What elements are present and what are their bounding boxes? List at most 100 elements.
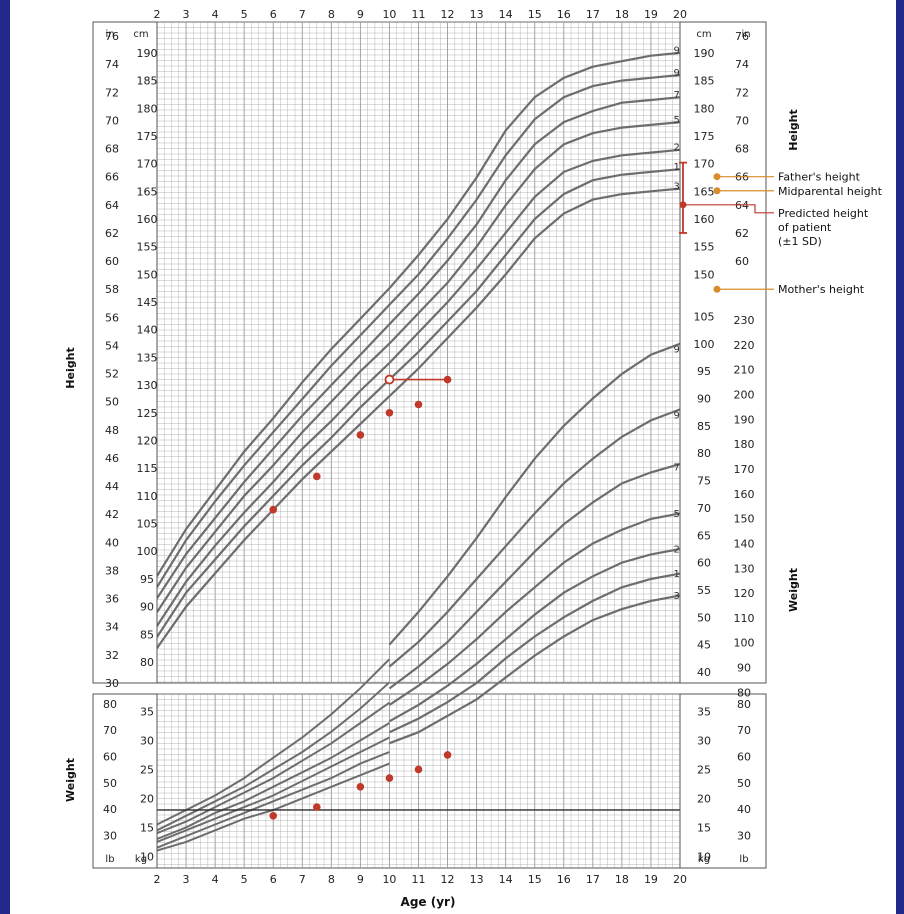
right-kg-low-tick-10: 10 (697, 850, 711, 863)
annotation-label-predicted: Predicted height (778, 207, 869, 220)
left-kg-tick-25: 25 (140, 763, 154, 776)
x-tick-bottom-3: 3 (183, 873, 190, 886)
weight-curve-25 (388, 547, 681, 723)
weight-curve-90 (388, 408, 681, 668)
right-cm-unit: cm (696, 29, 711, 40)
right-lb-low-tick-30: 30 (737, 829, 751, 842)
right-lb-tick-130: 130 (734, 562, 755, 575)
left-cm-tick-120: 120 (137, 434, 158, 447)
x-tick-bottom-7: 7 (299, 873, 306, 886)
left-weight-title: Weight (64, 758, 77, 802)
x-tick-bottom-20: 20 (673, 873, 687, 886)
left-in-tick-36: 36 (105, 593, 119, 606)
weight-point-3 (356, 783, 365, 791)
left-lb-tick-80: 80 (103, 698, 117, 711)
stature-curve-3 (156, 187, 681, 649)
right-lb-tick-90: 90 (737, 662, 751, 675)
right-in-tick-62: 62 (735, 227, 749, 240)
right-kg-tick-45: 45 (697, 639, 711, 652)
x-tick-top-15: 15 (528, 8, 542, 21)
x-tick-top-13: 13 (470, 8, 484, 21)
right-lb-low-tick-40: 40 (737, 803, 751, 816)
left-in-tick-40: 40 (105, 536, 119, 549)
right-in-tick-76: 76 (735, 30, 749, 43)
left-cm-tick-140: 140 (137, 324, 158, 337)
right-kg-low-tick-20: 20 (697, 792, 711, 805)
left-in-tick-76: 76 (105, 30, 119, 43)
weight-early-curve-50 (156, 722, 390, 840)
right-kg-tick-40: 40 (697, 666, 711, 679)
left-cm-tick-180: 180 (137, 102, 158, 115)
stature-curve-50 (156, 121, 681, 613)
left-in-tick-46: 46 (105, 452, 119, 465)
x-tick-bottom-15: 15 (528, 873, 542, 886)
right-lb-tick-120: 120 (734, 587, 755, 600)
right-lb-tick-170: 170 (734, 463, 755, 476)
x-tick-top-9: 9 (357, 8, 364, 21)
right-kg-tick-95: 95 (697, 365, 711, 378)
left-cm-tick-150: 150 (137, 268, 158, 281)
right-kg-tick-80: 80 (697, 447, 711, 460)
left-in-tick-30: 30 (105, 677, 119, 690)
right-in-unit: in (741, 29, 750, 40)
left-in-tick-66: 66 (105, 171, 119, 184)
x-tick-bottom-18: 18 (615, 873, 629, 886)
x-tick-top-10: 10 (382, 8, 396, 21)
left-in-tick-42: 42 (105, 508, 119, 521)
left-in-tick-62: 62 (105, 227, 119, 240)
left-cm-tick-135: 135 (137, 351, 158, 364)
left-in-tick-60: 60 (105, 255, 119, 268)
right-kg-low-tick-15: 15 (697, 821, 711, 834)
right-lb-tick-230: 230 (734, 314, 755, 327)
x-tick-bottom-8: 8 (328, 873, 335, 886)
left-in-tick-56: 56 (105, 311, 119, 324)
right-kg-tick-100: 100 (694, 338, 715, 351)
left-in-tick-38: 38 (105, 564, 119, 577)
right-cm-tick-165: 165 (694, 185, 715, 198)
right-lb-unit: lb (739, 854, 748, 865)
left-cm-tick-115: 115 (137, 462, 158, 475)
right-lb-low-tick-70: 70 (737, 724, 751, 737)
right-kg-low-tick-35: 35 (697, 705, 711, 718)
weight-point-1 (269, 812, 278, 820)
chart-paper: 97907550251039790755025103 2233445566778… (10, 0, 896, 914)
left-cm-tick-90: 90 (140, 601, 154, 614)
left-cm-tick-125: 125 (137, 407, 158, 420)
grid (156, 21, 681, 869)
right-cm-tick-185: 185 (694, 75, 715, 88)
weight-curve-50 (388, 512, 681, 706)
left-in-tick-70: 70 (105, 114, 119, 127)
x-tick-bottom-5: 5 (241, 873, 248, 886)
left-in-tick-50: 50 (105, 396, 119, 409)
right-in-tick-60: 60 (735, 255, 749, 268)
weight-point-4 (385, 774, 394, 782)
weight-curve-97 (388, 342, 681, 646)
right-height-title: Height (787, 109, 800, 150)
x-tick-top-5: 5 (241, 8, 248, 21)
x-tick-bottom-9: 9 (357, 873, 364, 886)
left-cm-tick-170: 170 (137, 158, 158, 171)
right-kg-tick-85: 85 (697, 420, 711, 433)
right-kg-tick-65: 65 (697, 529, 711, 542)
left-in-tick-34: 34 (105, 621, 119, 634)
left-cm-tick-105: 105 (137, 518, 158, 531)
weight-curve-3 (389, 594, 681, 745)
left-in-tick-48: 48 (105, 424, 119, 437)
left-cm-tick-165: 165 (137, 185, 158, 198)
left-cm-tick-95: 95 (140, 573, 154, 586)
left-in-tick-58: 58 (105, 283, 119, 296)
x-tick-top-19: 19 (644, 8, 658, 21)
right-lb-low-tick-60: 60 (737, 751, 751, 764)
left-lb-tick-70: 70 (103, 724, 117, 737)
annotation-label-2: Midparental height (778, 185, 883, 198)
left-cm-tick-100: 100 (137, 545, 158, 558)
right-cm-tick-170: 170 (694, 158, 715, 171)
right-kg-tick-55: 55 (697, 584, 711, 597)
left-cm-tick-80: 80 (140, 656, 154, 669)
x-tick-top-3: 3 (183, 8, 190, 21)
left-cm-tick-160: 160 (137, 213, 158, 226)
right-kg-tick-50: 50 (697, 611, 711, 624)
right-cm-tick-155: 155 (694, 241, 715, 254)
weight-early-curve-90 (156, 681, 391, 832)
right-lb-tick-110: 110 (734, 612, 755, 625)
